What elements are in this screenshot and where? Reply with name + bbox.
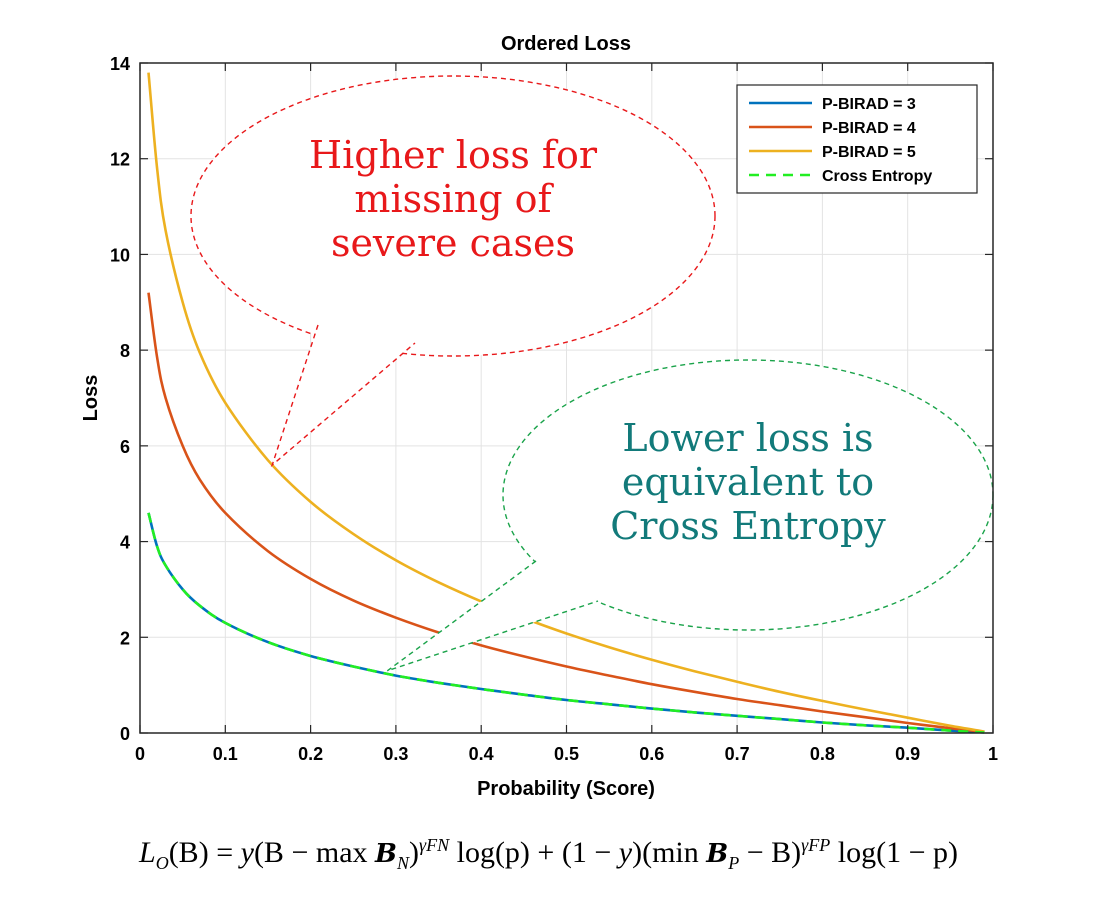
formula-log-1mp: log(1 − p) [830,836,958,869]
formula-y: y [240,836,254,869]
legend: P-BIRAD = 3 P-BIRAD = 4 P-BIRAD = 5 Cross E… [736,84,978,194]
formula-cal-b-n: B [375,839,397,869]
formula-sub-n: N [397,853,410,873]
callout-tail [270,324,416,468]
formula-part1-close: ) [409,836,420,869]
callout-bubble [190,75,716,357]
callout-tail-fill [387,561,598,671]
x-tick-label: 0.9 [895,744,920,764]
y-tick-label: 4 [120,533,130,553]
callout-text-line: severe cases [331,221,575,265]
formula-y2: y [618,836,633,869]
x-tick-label: 0.4 [469,744,494,764]
formula-lhs-sub: O [155,853,169,873]
x-tick-label: 0.8 [810,744,835,764]
x-tick-label: 0.1 [213,744,238,764]
series-line-cross-entropy [147,512,985,734]
y-tick-label: 12 [110,150,130,170]
x-tick-label: 0.2 [298,744,323,764]
x-axis-label: Probability (Score) [477,778,655,800]
y-axis-label: Loss [80,375,102,422]
formula-part2-open: )(min [632,836,707,869]
y-tick-label: 14 [110,54,130,74]
callout-text-line: Lower loss is [622,416,873,460]
chart-title: Ordered Loss [501,33,631,55]
formula-log-p: log(p) + (1 − [449,836,619,869]
y-tick-label: 0 [120,724,130,744]
callout-text-line: equivalent to [622,460,874,504]
legend-label-cross-entropy: Cross Entropy [822,168,932,185]
callout-tail-fill [272,325,415,465]
y-tick-label: 2 [120,628,130,648]
x-tick-label: 0.6 [639,744,664,764]
callout-text-line: Cross Entropy [610,504,886,548]
formula-lhs-arg: (B) [168,836,209,869]
formula-gamma-fp: γFP [801,835,831,855]
callout-tail [386,560,599,672]
formula-gamma-fn: γFN [419,835,450,855]
x-tick-label: 0.3 [383,744,408,764]
callout-text-line: missing of [354,177,554,221]
formula-sub-p: P [728,853,740,873]
series-line-p-birad-4 [147,292,985,734]
formula-part1-open: (B − max [253,836,376,869]
formula-part2-close: − B) [739,836,802,869]
formula-equals: = [208,836,241,869]
y-tick-label: 6 [120,437,130,457]
x-tick-label: 1 [988,744,998,764]
loss-formula: LO(B) = y(B − max BN)γFN log(p) + (1 − y… [0,835,1097,874]
legend-label-p-birad-3: P-BIRAD = 3 [822,96,916,113]
formula-lhs-symbol: L [139,836,156,869]
callout-text-line: Higher loss for [309,133,598,177]
formula-cal-b-p: B [706,839,729,869]
x-tick-label: 0.7 [725,744,750,764]
legend-label-p-birad-4: P-BIRAD = 4 [822,120,916,137]
y-tick-label: 10 [110,245,130,265]
y-tick-label: 8 [120,341,130,361]
legend-label-p-birad-5: P-BIRAD = 5 [822,144,916,161]
x-tick-label: 0.5 [554,744,579,764]
x-tick-label: 0 [135,744,145,764]
